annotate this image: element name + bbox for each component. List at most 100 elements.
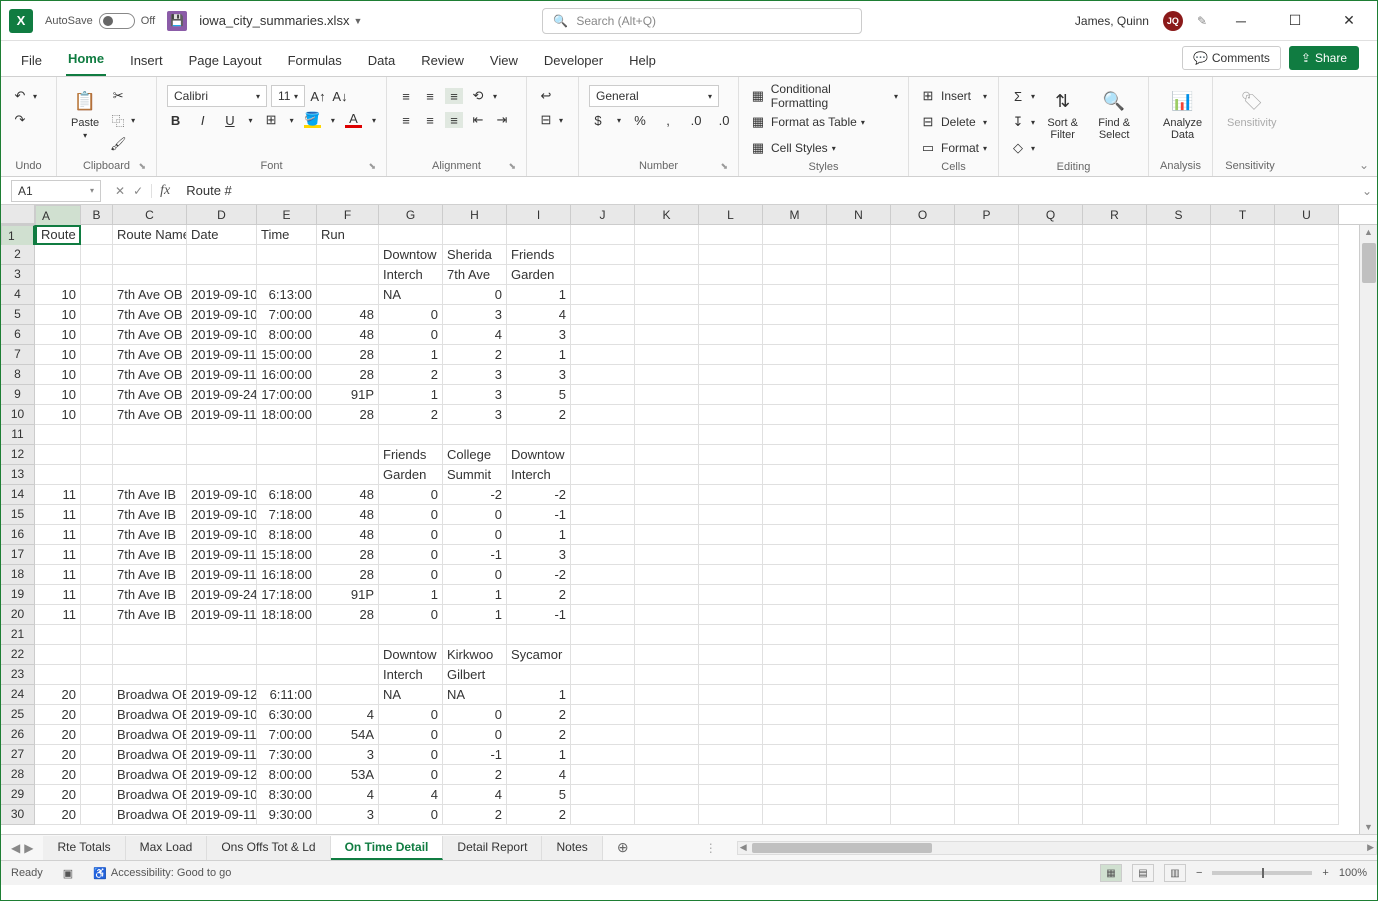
- cell-M19[interactable]: [763, 585, 827, 605]
- cell-H19[interactable]: 1: [443, 585, 507, 605]
- cell-R16[interactable]: [1083, 525, 1147, 545]
- cell-B10[interactable]: [81, 405, 113, 425]
- cell-E6[interactable]: 8:00:00: [257, 325, 317, 345]
- row-header[interactable]: 1: [1, 225, 35, 247]
- cell-T23[interactable]: [1211, 665, 1275, 685]
- cell-T1[interactable]: [1211, 225, 1275, 245]
- cell-F21[interactable]: [317, 625, 379, 645]
- cell-M10[interactable]: [763, 405, 827, 425]
- cell-R26[interactable]: [1083, 725, 1147, 745]
- cell-J30[interactable]: [571, 805, 635, 825]
- cell-R18[interactable]: [1083, 565, 1147, 585]
- cell-N17[interactable]: [827, 545, 891, 565]
- cell-D15[interactable]: 2019-09-10: [187, 505, 257, 525]
- cell-E20[interactable]: 18:18:00: [257, 605, 317, 625]
- cell-S9[interactable]: [1147, 385, 1211, 405]
- cell-S10[interactable]: [1147, 405, 1211, 425]
- cell-O9[interactable]: [891, 385, 955, 405]
- align-center-icon[interactable]: ≡: [421, 112, 439, 128]
- cell-O3[interactable]: [891, 265, 955, 285]
- cell-S12[interactable]: [1147, 445, 1211, 465]
- cell-A2[interactable]: [35, 245, 81, 265]
- cell-C13[interactable]: [113, 465, 187, 485]
- cell-L14[interactable]: [699, 485, 763, 505]
- cell-T21[interactable]: [1211, 625, 1275, 645]
- cell-E4[interactable]: 6:13:00: [257, 285, 317, 305]
- cell-B17[interactable]: [81, 545, 113, 565]
- cell-F2[interactable]: [317, 245, 379, 265]
- row-header[interactable]: 17: [1, 545, 35, 565]
- cell-E8[interactable]: 16:00:00: [257, 365, 317, 385]
- cell-F1[interactable]: Run: [317, 225, 379, 245]
- cell-H5[interactable]: 3: [443, 305, 507, 325]
- cell-A22[interactable]: [35, 645, 81, 665]
- cell-A25[interactable]: 20: [35, 705, 81, 725]
- cell-U15[interactable]: [1275, 505, 1339, 525]
- autosum-button[interactable]: Σ▾: [1009, 85, 1035, 107]
- cell-M25[interactable]: [763, 705, 827, 725]
- cell-U1[interactable]: [1275, 225, 1339, 245]
- cell-I9[interactable]: 5: [507, 385, 571, 405]
- cell-Q3[interactable]: [1019, 265, 1083, 285]
- cell-E14[interactable]: 6:18:00: [257, 485, 317, 505]
- cell-G24[interactable]: NA: [379, 685, 443, 705]
- cell-F26[interactable]: 54A: [317, 725, 379, 745]
- cell-E2[interactable]: [257, 245, 317, 265]
- scroll-thumb[interactable]: [1362, 243, 1376, 283]
- cell-I4[interactable]: 1: [507, 285, 571, 305]
- cell-F6[interactable]: 48: [317, 325, 379, 345]
- cell-S24[interactable]: [1147, 685, 1211, 705]
- cell-C25[interactable]: Broadwa OB: [113, 705, 187, 725]
- cell-O4[interactable]: [891, 285, 955, 305]
- cell-P26[interactable]: [955, 725, 1019, 745]
- cell-S21[interactable]: [1147, 625, 1211, 645]
- cell-O23[interactable]: [891, 665, 955, 685]
- cell-S2[interactable]: [1147, 245, 1211, 265]
- cell-L29[interactable]: [699, 785, 763, 805]
- cell-F15[interactable]: 48: [317, 505, 379, 525]
- zoom-out-button[interactable]: −: [1196, 867, 1202, 879]
- accept-formula-icon[interactable]: ✓: [133, 184, 143, 198]
- cell-M26[interactable]: [763, 725, 827, 745]
- sheet-tab-detail-report[interactable]: Detail Report: [443, 836, 542, 860]
- column-header-F[interactable]: F: [317, 205, 379, 224]
- cell-K20[interactable]: [635, 605, 699, 625]
- cell-E21[interactable]: [257, 625, 317, 645]
- cell-P9[interactable]: [955, 385, 1019, 405]
- cell-O14[interactable]: [891, 485, 955, 505]
- align-left-icon[interactable]: ≡: [397, 112, 415, 128]
- cell-M16[interactable]: [763, 525, 827, 545]
- cell-S15[interactable]: [1147, 505, 1211, 525]
- cell-Q20[interactable]: [1019, 605, 1083, 625]
- cell-N28[interactable]: [827, 765, 891, 785]
- cell-J18[interactable]: [571, 565, 635, 585]
- cell-J2[interactable]: [571, 245, 635, 265]
- cell-R3[interactable]: [1083, 265, 1147, 285]
- cell-G8[interactable]: 2: [379, 365, 443, 385]
- formula-input[interactable]: Route #: [178, 183, 1357, 198]
- cell-H1[interactable]: [443, 225, 507, 245]
- cell-N11[interactable]: [827, 425, 891, 445]
- conditional-formatting-button[interactable]: ▦Conditional Formatting▾: [749, 85, 898, 107]
- clear-button[interactable]: ◇▾: [1009, 137, 1035, 159]
- cell-Q17[interactable]: [1019, 545, 1083, 565]
- column-header-C[interactable]: C: [113, 205, 187, 224]
- cell-O12[interactable]: [891, 445, 955, 465]
- cell-O1[interactable]: [891, 225, 955, 245]
- cell-B21[interactable]: [81, 625, 113, 645]
- cell-P30[interactable]: [955, 805, 1019, 825]
- cell-U10[interactable]: [1275, 405, 1339, 425]
- cell-S3[interactable]: [1147, 265, 1211, 285]
- cell-O17[interactable]: [891, 545, 955, 565]
- cell-G25[interactable]: 0: [379, 705, 443, 725]
- cell-B2[interactable]: [81, 245, 113, 265]
- cell-H30[interactable]: 2: [443, 805, 507, 825]
- cell-K29[interactable]: [635, 785, 699, 805]
- cell-P6[interactable]: [955, 325, 1019, 345]
- cell-U25[interactable]: [1275, 705, 1339, 725]
- cell-J1[interactable]: [571, 225, 635, 245]
- cell-B23[interactable]: [81, 665, 113, 685]
- cell-M18[interactable]: [763, 565, 827, 585]
- cell-F29[interactable]: 4: [317, 785, 379, 805]
- row-header[interactable]: 13: [1, 465, 35, 485]
